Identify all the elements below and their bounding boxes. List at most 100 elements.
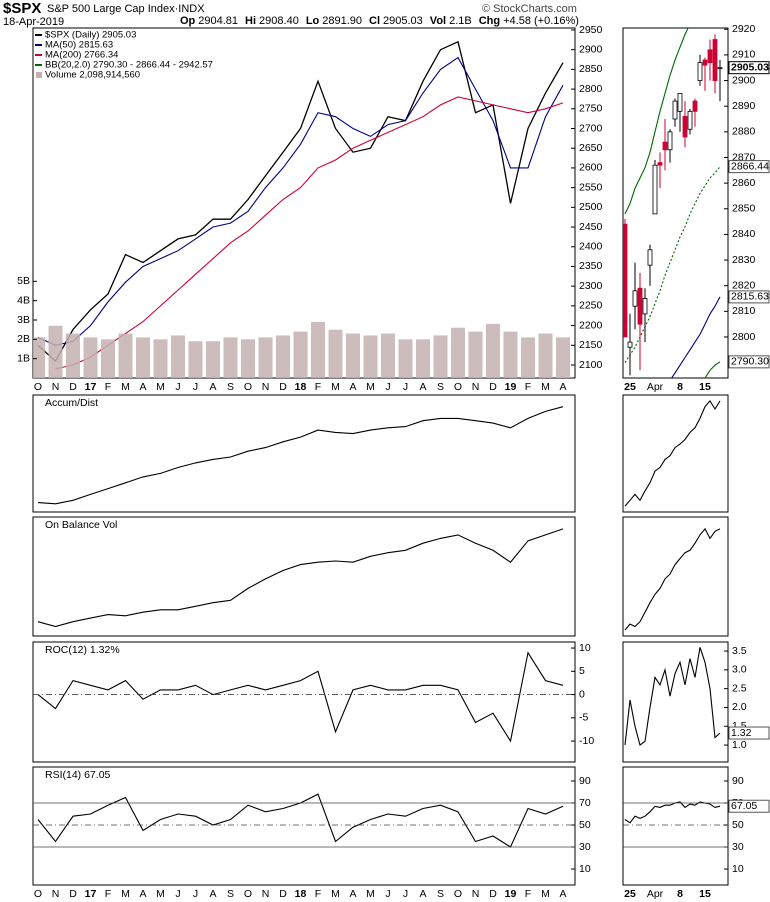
y-tick-label: 70 bbox=[579, 797, 591, 809]
series-line bbox=[624, 527, 721, 631]
x-tick-label: 18 bbox=[295, 381, 307, 393]
y-tick-label: 2.5 bbox=[732, 682, 747, 694]
x-tick-label: N bbox=[472, 381, 480, 393]
volume-bar bbox=[83, 337, 98, 378]
x-tick-label: 25 bbox=[624, 381, 636, 393]
volume-bar bbox=[538, 333, 553, 378]
y2-tick-label: 2B bbox=[17, 333, 30, 345]
candle-body bbox=[702, 59, 708, 66]
volume-bar bbox=[468, 331, 483, 378]
panel-frame bbox=[622, 641, 729, 763]
volume-bar bbox=[48, 325, 63, 378]
x-tick-label: D bbox=[69, 381, 77, 393]
panel-frame bbox=[32, 516, 576, 637]
x-tick-label: F bbox=[525, 888, 531, 900]
x-tick-label: D bbox=[489, 381, 497, 393]
y-tick-label: 2700 bbox=[579, 122, 603, 134]
x-tick-label: M bbox=[331, 381, 340, 393]
series-line bbox=[624, 399, 721, 507]
stat-value: 2.1B bbox=[449, 15, 472, 27]
y2-tick-label: 5B bbox=[17, 275, 30, 287]
volume-bar bbox=[206, 341, 220, 378]
x-tick-label: N bbox=[52, 381, 60, 393]
y-tick-label: 50 bbox=[579, 819, 591, 831]
x-tick-label: J bbox=[403, 888, 408, 900]
candle-body bbox=[697, 62, 703, 81]
volume-bar bbox=[363, 335, 378, 378]
x-tick-label: S bbox=[227, 888, 234, 900]
y-tick-label: 10 bbox=[579, 863, 591, 875]
y-tick-label: -5 bbox=[579, 712, 588, 724]
x-tick-label: 17 bbox=[85, 381, 97, 393]
candle-body bbox=[623, 223, 628, 338]
x-tick-label: M bbox=[121, 381, 130, 393]
candle-body bbox=[712, 39, 718, 81]
y-tick-label: 2300 bbox=[579, 280, 603, 292]
stat: Vol 2.1B bbox=[430, 15, 472, 27]
plot-area bbox=[37, 793, 564, 848]
stat-value: 2904.81 bbox=[198, 15, 239, 27]
candle-body bbox=[672, 100, 678, 120]
y-tick-label: 30 bbox=[579, 841, 591, 853]
stat-label: Cl bbox=[369, 15, 381, 27]
y-tick-label: 3.0 bbox=[732, 664, 747, 676]
y-tick-label: 2350 bbox=[579, 260, 603, 272]
volume-bar bbox=[118, 333, 133, 378]
value-tag bbox=[728, 355, 770, 369]
series-line bbox=[624, 28, 689, 215]
stat-label: Op bbox=[180, 15, 196, 27]
symbol: $SPX bbox=[3, 0, 42, 17]
credit: © StockCharts.com bbox=[482, 3, 577, 15]
plot-area bbox=[33, 40, 570, 378]
volume-bar bbox=[346, 333, 360, 378]
y-tick-label: 2910 bbox=[732, 49, 756, 61]
panel-frame bbox=[32, 766, 576, 886]
volume-bar bbox=[153, 339, 168, 378]
x-tick-label: D bbox=[489, 888, 497, 900]
value-tag-label: 2790.30 bbox=[731, 356, 769, 368]
stat-value: 2908.40 bbox=[259, 15, 299, 27]
x-tick-label: N bbox=[262, 888, 270, 900]
x-tick-label: J bbox=[175, 888, 180, 900]
y-tick-label: 2860 bbox=[732, 177, 756, 189]
stat: Cl 2905.03 bbox=[369, 15, 423, 27]
x-tick-label: M bbox=[541, 381, 550, 393]
candle-body bbox=[657, 162, 663, 166]
candle-body bbox=[692, 100, 698, 112]
volume-bar bbox=[223, 337, 238, 378]
volume-bar bbox=[136, 337, 150, 378]
candle-body bbox=[662, 141, 668, 151]
y-tick-label: 10 bbox=[579, 642, 591, 654]
date: 18-Apr-2019 bbox=[3, 16, 65, 28]
x-tick-label: M bbox=[331, 888, 340, 900]
x-tick-label: F bbox=[525, 381, 531, 393]
y-tick-label: 1.0 bbox=[732, 739, 747, 751]
x-tick-label: M bbox=[366, 381, 375, 393]
legend-label: Volume 2,098,914,560 bbox=[45, 70, 140, 81]
x-tick-label: O bbox=[244, 381, 252, 393]
series-line bbox=[37, 793, 564, 848]
x-tick-label: A bbox=[419, 381, 426, 393]
panel-frame bbox=[622, 766, 729, 886]
y-tick-label: 3.5 bbox=[732, 645, 747, 657]
plot-area bbox=[623, 28, 723, 378]
y-tick-label: 2100 bbox=[579, 359, 603, 371]
volume-bar bbox=[311, 321, 325, 378]
volume-bar bbox=[398, 339, 413, 378]
value-tag-label: 67.05 bbox=[731, 800, 757, 812]
candle-body bbox=[652, 164, 658, 215]
volume-bar bbox=[188, 341, 203, 378]
series-line bbox=[55, 96, 564, 370]
x-tick-label: J bbox=[175, 381, 180, 393]
value-tag bbox=[728, 160, 770, 174]
y-tick-label: 2920 bbox=[732, 23, 756, 35]
volume-bar bbox=[66, 333, 80, 378]
y-tick-label: 50 bbox=[732, 819, 744, 831]
x-tick-label: O bbox=[454, 888, 462, 900]
subtitle: S&P 500 Large Cap Index·INDX bbox=[47, 3, 205, 15]
legend-label: BB(20,2.0) 2790.30 - 2866.44 - 2942.57 bbox=[45, 60, 213, 71]
y-tick-label: 2.0 bbox=[732, 701, 747, 713]
x-tick-label: 17 bbox=[85, 888, 97, 900]
stat-label: Vol bbox=[429, 15, 447, 27]
y2-tick-label: 4B bbox=[17, 294, 30, 306]
